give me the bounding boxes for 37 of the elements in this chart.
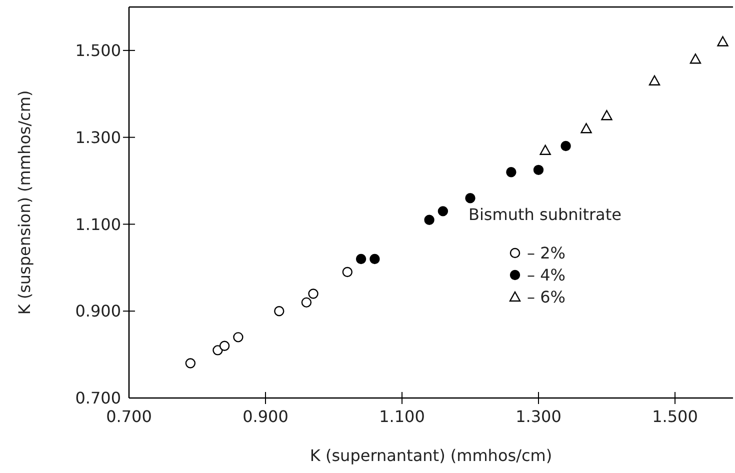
x-axis-title: K (supernantant) (mmhos/cm) xyxy=(310,446,552,465)
point xyxy=(438,206,448,216)
point xyxy=(233,332,244,342)
y-tick-label: 1.500 xyxy=(75,41,121,60)
point xyxy=(356,254,366,264)
point xyxy=(648,75,660,86)
point xyxy=(301,297,312,308)
point xyxy=(717,36,728,46)
point xyxy=(506,166,516,178)
point xyxy=(219,340,230,351)
x-tick-label: 1.300 xyxy=(516,407,562,426)
y-tick-label: 0.700 xyxy=(75,388,121,408)
point xyxy=(185,358,196,368)
point xyxy=(533,164,544,176)
x-tick-label: 1.500 xyxy=(652,407,698,426)
point xyxy=(465,193,476,204)
legend-title: Bismuth subnitrate xyxy=(468,205,622,224)
point xyxy=(274,306,284,316)
x-tick-label: 0.900 xyxy=(242,407,288,426)
point xyxy=(370,254,380,264)
legend-label: – 6% xyxy=(527,288,566,307)
legend-label: – 2% xyxy=(527,244,566,263)
legend-label: – 4% xyxy=(527,266,566,285)
y-tick-label: 1.100 xyxy=(75,214,121,234)
x-tick-label: 1.100 xyxy=(379,407,425,426)
point xyxy=(424,214,434,225)
y-axis-title: K (suspension) (mmhos/cm) xyxy=(15,90,34,315)
x-tick-label: 0.700 xyxy=(106,407,152,426)
point xyxy=(690,54,702,64)
y-tick-label: 0.900 xyxy=(75,302,121,321)
point xyxy=(580,123,592,134)
point xyxy=(342,266,352,278)
point xyxy=(540,144,551,155)
point xyxy=(601,110,612,120)
point xyxy=(308,288,318,299)
y-tick-label: 1.300 xyxy=(75,128,121,147)
point xyxy=(560,140,571,152)
